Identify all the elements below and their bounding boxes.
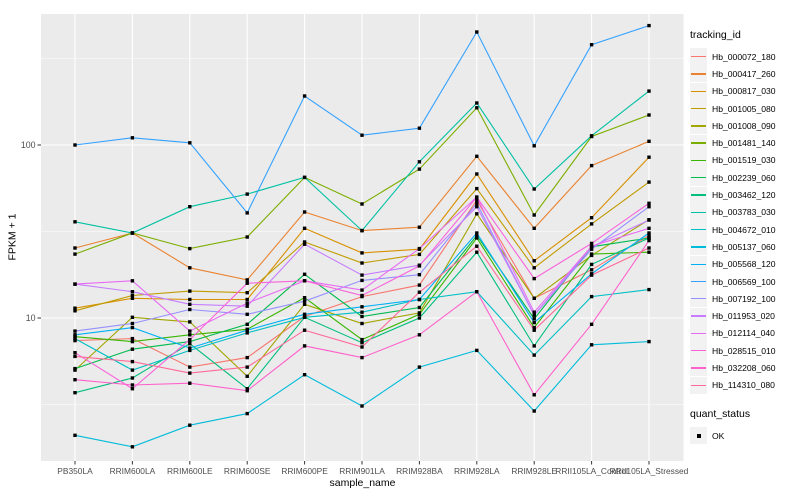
legend-item: Hb_028515_010 (690, 342, 798, 360)
legend-key-swatch (690, 221, 707, 239)
svg-text:RRIM600PE: RRIM600PE (281, 466, 328, 476)
svg-text:RRIM600LE: RRIM600LE (167, 466, 213, 476)
legend-item: Hb_006569_100 (690, 273, 798, 290)
legend: tracking_id Hb_000072_180 Hb_000417_260 Hb… (690, 29, 798, 445)
legend-item-label: Hb_012114_040 (712, 328, 775, 339)
legend-key-swatch (690, 238, 707, 256)
y-axis-ticks: 10 100 (21, 140, 41, 323)
legend-item: Hb_005568_120 (690, 255, 798, 273)
legend-item-label: Hb_011953_020 (712, 311, 775, 322)
x-axis-title: sample_name (329, 477, 396, 489)
legend-key-swatch (690, 376, 707, 394)
legend-item-label: Hb_000817_030 (712, 86, 776, 97)
legend-title-tracking-id: tracking_id (690, 29, 741, 41)
legend-key-swatch (690, 117, 707, 135)
legend-key-swatch (690, 100, 707, 118)
legend-item: Hb_011953_020 (690, 307, 798, 325)
legend-item-label: Hb_001519_030 (712, 155, 776, 166)
svg-text:RRIM600LA: RRIM600LA (110, 466, 156, 476)
legend-item: Hb_003783_030 (690, 203, 798, 221)
legend-item-label: Hb_114310_080 (712, 380, 775, 391)
legend-key-swatch (690, 169, 707, 187)
legend-item: Hb_004672_010 (690, 221, 798, 239)
svg-text:RRIM928LE: RRIM928LE (511, 466, 557, 476)
legend-item-label: Hb_005137_060 (712, 241, 776, 252)
legend-key-swatch (690, 307, 707, 325)
legend-item-label: Hb_001005_080 (712, 103, 776, 114)
legend-item: Hb_000072_180 (690, 48, 798, 66)
legend-key-swatch (690, 203, 707, 221)
legend-item-label: Hb_002239_060 (712, 172, 776, 183)
legend-item-label: Hb_007192_100 (712, 293, 776, 304)
legend-item-label: Hb_005568_120 (712, 259, 776, 270)
svg-text:10: 10 (26, 313, 36, 323)
legend-item: Hb_003462_120 (690, 186, 798, 204)
svg-text:RRII105LA_Control: RRII105LA_Control (555, 466, 628, 476)
legend-item: Hb_000417_260 (690, 65, 798, 83)
legend-item: Hb_005137_060 (690, 238, 798, 256)
legend-item: Hb_001005_080 (690, 100, 798, 118)
legend-key-swatch (690, 290, 707, 308)
legend-item: Hb_000817_030 (690, 82, 798, 100)
svg-text:100: 100 (21, 140, 36, 150)
legend-key-swatch (690, 82, 707, 100)
legend-item-label: Hb_001008_090 (712, 120, 776, 131)
legend-item-label: Hb_001481_140 (712, 138, 776, 149)
legend-item: Hb_114310_080 (690, 376, 798, 394)
legend-item: Hb_002239_060 (690, 169, 798, 187)
legend-key-swatch (690, 324, 707, 342)
legend-key-swatch (690, 151, 707, 169)
legend-item-label: Hb_000417_260 (712, 68, 776, 79)
legend-items: Hb_000072_180 Hb_000417_260 Hb_000817_030 H… (690, 48, 798, 394)
legend-item-label: Hb_000072_180 (712, 51, 776, 62)
legend-item: Hb_032208_060 (690, 359, 798, 377)
legend-item: Hb_001008_090 (690, 117, 798, 135)
legend-item: Hb_001481_140 (690, 134, 798, 152)
legend-key-swatch (690, 186, 707, 204)
gridlines (41, 14, 684, 461)
legend-item-label: Hb_032208_060 (712, 362, 776, 373)
legend-item-label: Hb_003783_030 (712, 207, 776, 218)
legend-item-label: Hb_003462_120 (712, 190, 776, 201)
legend-item-label: Hb_004672_010 (712, 224, 776, 235)
legend-item-label: Hb_028515_010 (712, 345, 776, 356)
legend-key-swatch (690, 65, 707, 83)
legend-item-label: Hb_006569_100 (712, 276, 776, 287)
legend-key-swatch (690, 273, 707, 290)
legend-key-swatch (690, 359, 707, 377)
y-axis-title: FPKM + 1 (6, 213, 19, 261)
legend-item: Hb_007192_100 (690, 290, 798, 308)
svg-text:RRIM600SE: RRIM600SE (224, 466, 271, 476)
legend-key-swatch (690, 134, 707, 152)
legend-title-quant-status: quant_status (690, 407, 751, 420)
legend-key-swatch (690, 48, 707, 66)
svg-text:RRIM928BA: RRIM928BA (396, 466, 443, 476)
svg-text:RRIM928LA: RRIM928LA (454, 466, 500, 476)
x-axis-ticks: PB350LA RRIM600LA RRIM600LE RRIM600SE RRIM60… (57, 461, 689, 476)
svg-text:RRII105LA_Stressed: RRII105LA_Stressed (610, 466, 689, 476)
legend-item: Hb_012114_040 (690, 324, 798, 342)
legend-key-swatch (690, 255, 707, 273)
legend-item: Hb_001519_030 (690, 151, 798, 169)
data-point-markers (73, 23, 651, 449)
legend-item-ok: OK (690, 427, 798, 445)
ok-square-marker-icon (690, 427, 707, 445)
svg-text:PB350LA: PB350LA (57, 466, 93, 476)
legend-key-swatch (690, 342, 707, 360)
svg-text:RRIM901LA: RRIM901LA (339, 466, 385, 476)
